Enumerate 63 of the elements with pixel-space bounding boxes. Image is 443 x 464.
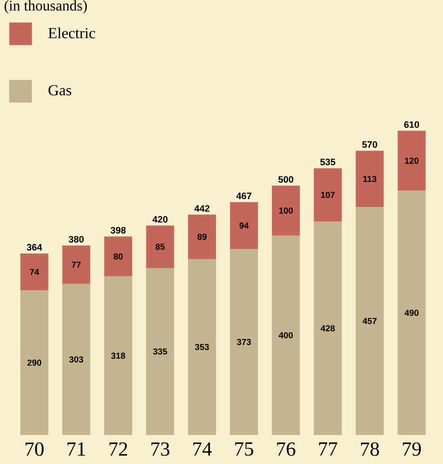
bar — [272, 236, 300, 435]
data-label: 107 — [321, 192, 335, 198]
bar — [20, 253, 48, 290]
data-label: 318 — [111, 352, 126, 359]
x-tick-label: 74 — [193, 442, 212, 456]
chart-title: (in thousands) — [4, 0, 87, 14]
data-label: 290 — [27, 360, 42, 366]
bar — [188, 214, 216, 259]
legend-label: Gas — [48, 85, 72, 96]
total-label: 467 — [236, 192, 252, 200]
x-tick-label: 76 — [277, 442, 296, 456]
total-label: 420 — [152, 216, 168, 223]
bar — [356, 207, 384, 435]
bar — [146, 268, 174, 435]
bar — [104, 236, 132, 276]
x-tick-label: 72 — [110, 442, 128, 456]
bar — [62, 246, 90, 284]
data-label: 113 — [363, 176, 376, 182]
x-tick-label: 79 — [402, 442, 421, 456]
bar — [272, 186, 300, 236]
total-label: 610 — [404, 121, 420, 128]
bar — [314, 222, 342, 435]
bar — [398, 190, 426, 435]
data-label: 353 — [195, 344, 209, 350]
data-label: 373 — [236, 338, 251, 346]
bar — [356, 150, 384, 208]
bar — [230, 202, 258, 249]
data-label: 457 — [362, 318, 377, 324]
x-tick-label: 70 — [26, 442, 44, 456]
total-label: 500 — [278, 176, 294, 183]
data-label: 77 — [72, 262, 81, 268]
data-label: 335 — [153, 348, 168, 355]
data-label: 80 — [114, 253, 123, 260]
bar — [398, 130, 426, 191]
data-label: 74 — [30, 268, 40, 275]
total-label: 380 — [68, 236, 84, 243]
total-label: 570 — [362, 141, 378, 148]
data-label: 428 — [320, 325, 335, 332]
bar — [188, 258, 216, 435]
data-label: 100 — [279, 208, 293, 214]
x-tick-label: 71 — [68, 442, 86, 456]
bar — [146, 226, 174, 268]
data-label: 120 — [404, 158, 419, 164]
data-label: 303 — [69, 356, 84, 363]
bar — [230, 248, 258, 435]
x-tick-label: 77 — [319, 442, 338, 456]
x-tick-label: 78 — [361, 442, 379, 456]
data-label: 85 — [156, 244, 165, 250]
data-label: 490 — [404, 310, 419, 316]
data-label: 94 — [239, 222, 249, 229]
data-label: 400 — [278, 332, 293, 338]
bar — [104, 276, 132, 435]
bar — [62, 284, 90, 435]
data-label: 89 — [197, 234, 207, 240]
total-label: 398 — [110, 226, 126, 234]
bar — [314, 168, 342, 222]
x-tick-label: 73 — [151, 442, 170, 456]
total-label: 535 — [320, 158, 336, 166]
x-tick-label: 75 — [235, 442, 254, 456]
total-label: 442 — [194, 205, 210, 212]
total-label: 364 — [26, 244, 42, 251]
bar — [20, 290, 48, 435]
legend-label: Electric — [48, 28, 96, 38]
